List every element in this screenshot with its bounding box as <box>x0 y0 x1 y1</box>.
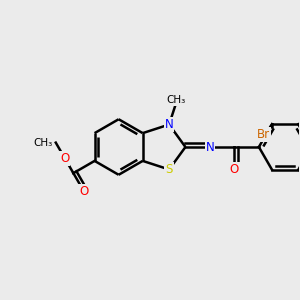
Text: N: N <box>165 118 173 131</box>
Text: O: O <box>79 185 88 198</box>
Text: O: O <box>230 163 239 176</box>
Text: CH₃: CH₃ <box>167 95 186 105</box>
Text: S: S <box>165 163 173 176</box>
Text: O: O <box>60 152 69 165</box>
Text: CH₃: CH₃ <box>34 138 53 148</box>
Text: Br: Br <box>256 128 270 141</box>
Text: N: N <box>206 140 214 154</box>
